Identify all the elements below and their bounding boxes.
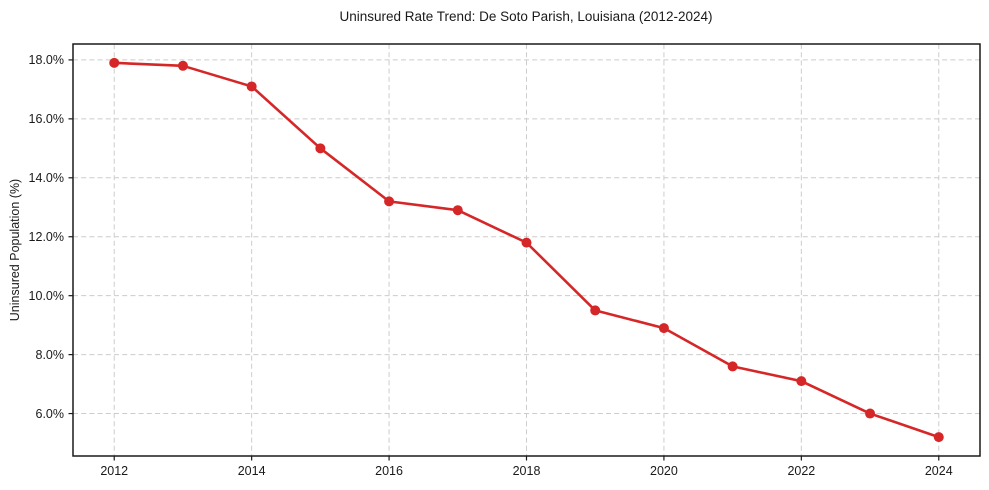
y-tick-label: 6.0% [36, 407, 65, 421]
chart-title: Uninsured Rate Trend: De Soto Parish, Lo… [340, 9, 713, 24]
data-point [109, 57, 120, 68]
data-point [796, 376, 807, 387]
y-tick-label: 18.0% [29, 53, 64, 67]
data-point [384, 196, 395, 207]
data-point [933, 432, 944, 443]
x-tick-label: 2014 [238, 464, 266, 478]
x-tick-label: 2020 [650, 464, 678, 478]
data-point [590, 305, 601, 316]
data-point [521, 237, 532, 248]
data-point [452, 205, 463, 216]
data-point [177, 60, 188, 71]
grid-layer [73, 44, 980, 456]
data-point [246, 81, 257, 92]
axis-layer: 2012 2014 2016 2018 2020 2022 2024 6.0% 8.0% 10.0… [29, 53, 953, 478]
x-tick-label: 2018 [513, 464, 541, 478]
y-tick-label: 8.0% [36, 348, 65, 362]
data-point [315, 143, 326, 154]
y-tick-label: 16.0% [29, 112, 64, 126]
series-layer [109, 57, 944, 443]
y-tick-label: 14.0% [29, 171, 64, 185]
y-tick-label: 12.0% [29, 230, 64, 244]
x-tick-label: 2016 [375, 464, 403, 478]
data-point [727, 361, 738, 372]
y-tick-label: 10.0% [29, 289, 64, 303]
data-point [658, 323, 669, 334]
y-axis-label: Uninsured Population (%) [8, 179, 22, 321]
x-tick-label: 2012 [100, 464, 128, 478]
x-tick-label: 2022 [787, 464, 815, 478]
x-tick-label: 2024 [925, 464, 953, 478]
data-point [865, 408, 876, 419]
